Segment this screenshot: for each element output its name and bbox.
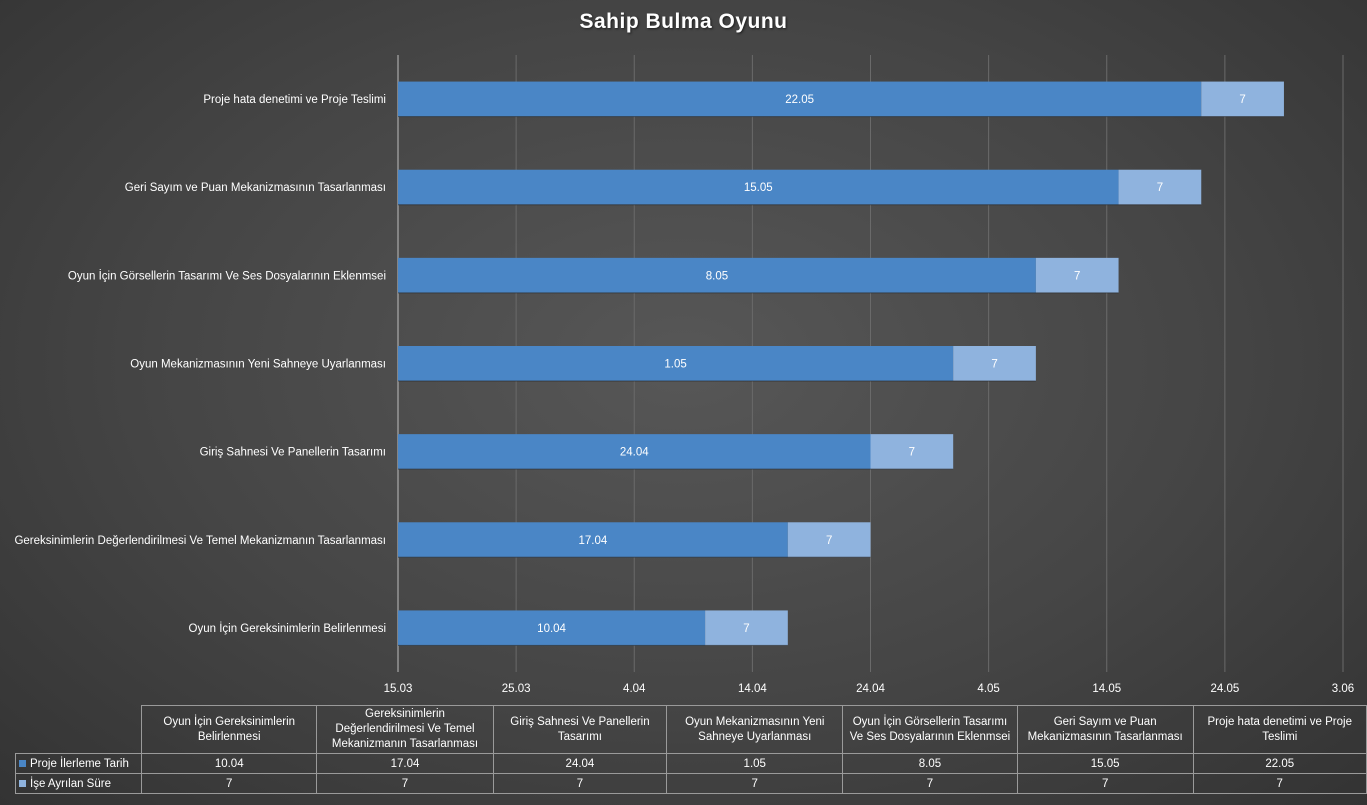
data-label-ise-ayrilan-sure: 7 [1074,270,1080,282]
x-tick-label: 24.04 [856,683,885,695]
legend-entry: İşe Ayrılan Süre [15,773,142,794]
category-label: Oyun İçin Görsellerin Tasarımı Ve Ses Do… [68,269,386,282]
data-label-proje-ilerleme-tarih: 10.04 [537,623,566,635]
table-cell: 7 [1016,773,1194,794]
bar-proje-ilerleme-tarih [398,346,954,381]
bar-ise-ayrilan-sure [787,522,871,558]
bar-ise-ayrilan-sure [870,434,954,470]
x-tick-label: 25.03 [502,683,531,695]
x-tick-label: 4.04 [623,683,646,695]
bar-proje-ilerleme-tarih [398,522,788,558]
bar-proje-ilerleme-tarih [398,169,1119,205]
category-label: Gereksinimlerin Değerlendirilmesi Ve Tem… [14,535,386,547]
category-labels: Oyun İçin Gereksinimlerin Belirlenmesi Ge… [14,94,386,635]
category-label: Oyun İçin Gereksinimlerin Belirlenmesi [189,622,386,635]
data-label-ise-ayrilan-sure: 7 [909,447,915,459]
bar-ise-ayrilan-sure [1035,257,1119,293]
bar-ise-ayrilan-sure [1118,169,1202,205]
table-cell: 7 [492,773,668,794]
table-corner [15,705,142,754]
bar-chart-plot: 10.04 7 17.04 7 24.04 7 1.05 7 8.05 7 15.05 7 22.05 7… [14,55,1355,695]
data-label-proje-ilerleme-tarih: 24.04 [620,447,649,459]
bar-proje-ilerleme-tarih [398,610,706,646]
table-cell: 1.05 [666,753,844,774]
bar-ise-ayrilan-sure [953,346,1036,381]
category-label: Oyun Mekanizmasının Yeni Sahneye Uyarlan… [130,359,386,371]
table-cell: 10.04 [140,753,318,774]
table-cell: 22.05 [1192,753,1367,774]
table-cell: 7 [140,773,318,794]
table-cell: 15.05 [1016,753,1194,774]
table-row: İşe Ayrılan Süre 7 7 7 7 7 7 7 [15,773,1367,794]
table-cell: 17.04 [316,753,494,774]
data-labels: 10.04 7 17.04 7 24.04 7 1.05 7 8.05 7 15.05 7 22.05 7 [537,94,1246,635]
data-label-proje-ilerleme-tarih: 15.05 [744,182,773,194]
bar-proje-ilerleme-tarih [398,257,1036,293]
table-cell: 7 [842,773,1018,794]
table-column-header: Oyun İçin Görsellerin Tasarımı Ve Ses Do… [842,705,1018,754]
data-label-ise-ayrilan-sure: 7 [991,359,997,371]
x-tick-label: 24.05 [1210,683,1239,695]
table-column-header: Giriş Sahnesi Ve Panellerin Tasarımı [492,705,668,754]
table-cell: 7 [1192,773,1367,794]
data-label-proje-ilerleme-tarih: 1.05 [664,359,686,371]
data-label-proje-ilerleme-tarih: 22.05 [785,94,814,106]
data-table: Oyun İçin Gereksinimlerin Belirlenmesi Ge… [15,705,1367,794]
category-label: Geri Sayım ve Puan Mekanizmasının Tasarl… [125,182,386,194]
data-label-ise-ayrilan-sure: 7 [1157,182,1163,194]
legend-label: Proje İlerleme Tarih [30,757,129,770]
x-tick-label: 15.03 [384,683,413,695]
table-cell: 8.05 [842,753,1018,774]
table-column-header: Proje hata denetimi ve Proje Teslimi [1192,705,1367,754]
legend-label: İşe Ayrılan Süre [30,777,111,790]
bar-ise-ayrilan-sure [705,610,788,646]
category-label: Giriş Sahnesi Ve Panellerin Tasarımı [200,447,386,459]
table-column-header: Geri Sayım ve Puan Mekanizmasının Tasarl… [1016,705,1194,754]
bars [398,81,1284,647]
table-column-header: Oyun İçin Gereksinimlerin Belirlenmesi [140,705,318,754]
table-column-header: Gereksinimlerin Değerlendirilmesi Ve Tem… [316,705,494,754]
legend-entry: Proje İlerleme Tarih [15,753,142,774]
legend-key [19,779,26,787]
chart-title: Sahip Bulma Oyunu [579,10,788,33]
data-label-ise-ayrilan-sure: 7 [826,535,832,547]
table-row: Proje İlerleme Tarih 10.04 17.04 24.04 1.05 8… [15,753,1367,774]
category-label: Proje hata denetimi ve Proje Teslimi [203,94,386,106]
bar-ise-ayrilan-sure [1201,81,1284,117]
table-cell: 24.04 [492,753,668,774]
data-label-ise-ayrilan-sure: 7 [743,623,749,635]
table-cell: 7 [666,773,844,794]
x-tick-label: 4.05 [977,683,999,695]
bar-proje-ilerleme-tarih [398,434,871,470]
table-cell: 7 [316,773,494,794]
x-tick-label: 14.05 [1092,683,1121,695]
x-tick-label: 14.04 [738,683,767,695]
data-label-proje-ilerleme-tarih: 8.05 [706,270,728,282]
data-label-proje-ilerleme-tarih: 17.04 [579,535,608,547]
x-tick-label: 3.06 [1332,683,1354,695]
x-axis-tick-labels: 15.03 25.03 4.04 14.04 24.04 4.05 14.05 24.05 3.… [384,683,1355,695]
bar-proje-ilerleme-tarih [398,81,1202,117]
table-column-header: Oyun Mekanizmasının Yeni Sahneye Uyarlan… [666,705,844,754]
legend-key [19,759,26,767]
data-label-ise-ayrilan-sure: 7 [1239,94,1245,106]
